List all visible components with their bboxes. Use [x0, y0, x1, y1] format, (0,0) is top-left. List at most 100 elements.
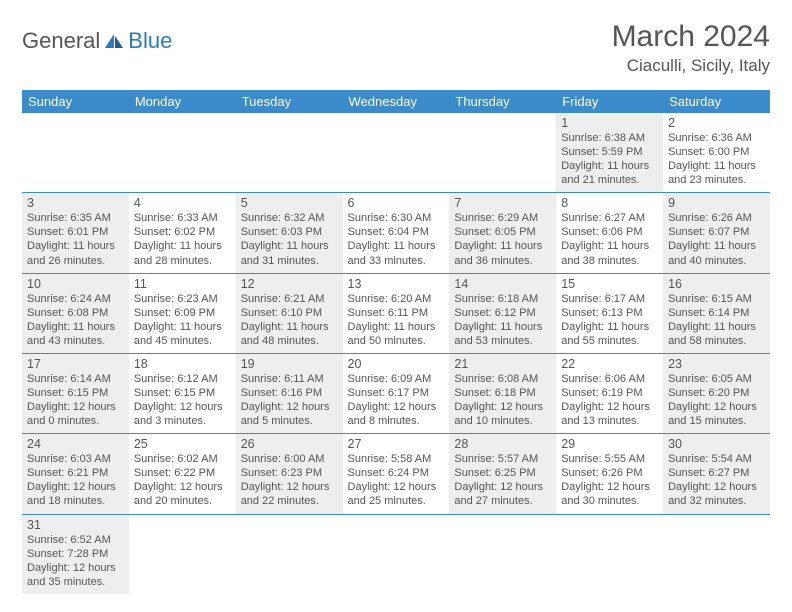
day-info-line: and 10 minutes. [454, 414, 551, 428]
day-info-line: and 58 minutes. [668, 334, 765, 348]
calendar-day-cell: 22Sunrise: 6:06 AMSunset: 6:19 PMDayligh… [556, 353, 663, 433]
day-number: 13 [348, 277, 445, 291]
day-info-line: Sunset: 6:12 PM [454, 306, 551, 320]
day-info-line: Sunset: 6:23 PM [241, 466, 338, 480]
day-info-line: Sunset: 6:04 PM [348, 225, 445, 239]
day-info-line: Sunset: 6:17 PM [348, 386, 445, 400]
day-info-line: Sunrise: 6:24 AM [27, 292, 124, 306]
calendar-day-cell: 11Sunrise: 6:23 AMSunset: 6:09 PMDayligh… [129, 273, 236, 353]
day-info-line: Daylight: 11 hours [561, 239, 658, 253]
day-info-line: and 5 minutes. [241, 414, 338, 428]
day-info-line: Sunrise: 6:11 AM [241, 372, 338, 386]
day-number: 11 [134, 277, 231, 291]
day-info-line: Sunset: 6:24 PM [348, 466, 445, 480]
day-number: 26 [241, 437, 338, 451]
calendar-day-cell [129, 113, 236, 193]
day-info-line: and 32 minutes. [668, 494, 765, 508]
day-info-line: Sunrise: 6:05 AM [668, 372, 765, 386]
day-info-line: Daylight: 12 hours [27, 480, 124, 494]
day-info-line: Sunrise: 6:29 AM [454, 211, 551, 225]
day-info-line: and 30 minutes. [561, 494, 658, 508]
day-info-line: Sunset: 6:25 PM [454, 466, 551, 480]
day-info-line: and 27 minutes. [454, 494, 551, 508]
day-number: 31 [27, 518, 124, 532]
day-info-line: Sunrise: 5:57 AM [454, 452, 551, 466]
day-info-line: Sunset: 6:18 PM [454, 386, 551, 400]
day-info-line: and 22 minutes. [241, 494, 338, 508]
day-info-line: and 18 minutes. [27, 494, 124, 508]
day-info-line: Sunrise: 6:21 AM [241, 292, 338, 306]
day-info-line: and 28 minutes. [134, 254, 231, 268]
day-info-line: Sunrise: 5:54 AM [668, 452, 765, 466]
day-info-line: Sunrise: 6:18 AM [454, 292, 551, 306]
day-info-line: and 23 minutes. [668, 173, 765, 187]
day-info-line: Sunrise: 6:06 AM [561, 372, 658, 386]
calendar-day-cell: 17Sunrise: 6:14 AMSunset: 6:15 PMDayligh… [22, 353, 129, 433]
day-info-line: Sunrise: 6:00 AM [241, 452, 338, 466]
calendar-day-cell: 29Sunrise: 5:55 AMSunset: 6:26 PMDayligh… [556, 434, 663, 514]
day-number: 23 [668, 357, 765, 371]
day-info-line: Sunset: 6:11 PM [348, 306, 445, 320]
calendar-day-cell: 26Sunrise: 6:00 AMSunset: 6:23 PMDayligh… [236, 434, 343, 514]
day-info-line: Sunrise: 6:27 AM [561, 211, 658, 225]
day-info-line: Sunrise: 5:55 AM [561, 452, 658, 466]
day-info-line: Sunrise: 6:26 AM [668, 211, 765, 225]
day-header-cell: Thursday [449, 90, 556, 113]
day-info-line: and 21 minutes. [561, 173, 658, 187]
day-info-line: Sunrise: 6:12 AM [134, 372, 231, 386]
logo-text-general: General [22, 28, 100, 54]
day-info-line: Sunrise: 6:02 AM [134, 452, 231, 466]
day-number: 3 [27, 196, 124, 210]
calendar-day-cell: 3Sunrise: 6:35 AMSunset: 6:01 PMDaylight… [22, 193, 129, 273]
calendar-day-cell [343, 514, 450, 594]
header: General Blue March 2024 Ciaculli, Sicily… [22, 20, 770, 76]
calendar-day-cell: 5Sunrise: 6:32 AMSunset: 6:03 PMDaylight… [236, 193, 343, 273]
day-info-line: Sunrise: 6:32 AM [241, 211, 338, 225]
day-info-line: Daylight: 11 hours [241, 320, 338, 334]
day-info-line: Daylight: 11 hours [134, 320, 231, 334]
day-info-line: Sunrise: 6:03 AM [27, 452, 124, 466]
day-info-line: and 48 minutes. [241, 334, 338, 348]
calendar-day-cell: 15Sunrise: 6:17 AMSunset: 6:13 PMDayligh… [556, 273, 663, 353]
calendar-day-cell: 19Sunrise: 6:11 AMSunset: 6:16 PMDayligh… [236, 353, 343, 433]
day-info-line: Sunset: 6:20 PM [668, 386, 765, 400]
day-info-line: Daylight: 12 hours [27, 561, 124, 575]
day-info-line: Daylight: 12 hours [454, 400, 551, 414]
day-number: 6 [348, 196, 445, 210]
calendar-day-cell [556, 514, 663, 594]
calendar-week-row: 31Sunrise: 6:52 AMSunset: 7:28 PMDayligh… [22, 514, 770, 594]
day-info-line: Sunset: 6:03 PM [241, 225, 338, 239]
calendar-day-cell: 14Sunrise: 6:18 AMSunset: 6:12 PMDayligh… [449, 273, 556, 353]
calendar-day-cell: 8Sunrise: 6:27 AMSunset: 6:06 PMDaylight… [556, 193, 663, 273]
day-info-line: and 25 minutes. [348, 494, 445, 508]
calendar-day-cell: 9Sunrise: 6:26 AMSunset: 6:07 PMDaylight… [663, 193, 770, 273]
day-info-line: Sunset: 6:21 PM [27, 466, 124, 480]
day-info-line: Sunset: 6:27 PM [668, 466, 765, 480]
day-number: 16 [668, 277, 765, 291]
day-info-line: and 35 minutes. [27, 575, 124, 589]
calendar-day-cell: 13Sunrise: 6:20 AMSunset: 6:11 PMDayligh… [343, 273, 450, 353]
day-number: 30 [668, 437, 765, 451]
day-info-line: Daylight: 12 hours [668, 400, 765, 414]
day-info-line: Daylight: 12 hours [454, 480, 551, 494]
day-number: 29 [561, 437, 658, 451]
day-info-line: Sunrise: 6:14 AM [27, 372, 124, 386]
day-number: 9 [668, 196, 765, 210]
calendar-day-cell: 7Sunrise: 6:29 AMSunset: 6:05 PMDaylight… [449, 193, 556, 273]
calendar-day-cell: 21Sunrise: 6:08 AMSunset: 6:18 PMDayligh… [449, 353, 556, 433]
calendar-day-cell: 24Sunrise: 6:03 AMSunset: 6:21 PMDayligh… [22, 434, 129, 514]
day-info-line: Sunrise: 6:35 AM [27, 211, 124, 225]
calendar-week-row: 3Sunrise: 6:35 AMSunset: 6:01 PMDaylight… [22, 193, 770, 273]
day-info-line: and 0 minutes. [27, 414, 124, 428]
day-number: 24 [27, 437, 124, 451]
day-header-cell: Saturday [663, 90, 770, 113]
day-info-line: and 45 minutes. [134, 334, 231, 348]
day-info-line: Sunrise: 6:20 AM [348, 292, 445, 306]
day-info-line: Sunrise: 6:23 AM [134, 292, 231, 306]
day-info-line: Sunset: 6:19 PM [561, 386, 658, 400]
day-info-line: Sunset: 6:15 PM [134, 386, 231, 400]
day-info-line: and 36 minutes. [454, 254, 551, 268]
day-info-line: Sunset: 6:07 PM [668, 225, 765, 239]
day-header-cell: Friday [556, 90, 663, 113]
day-number: 15 [561, 277, 658, 291]
